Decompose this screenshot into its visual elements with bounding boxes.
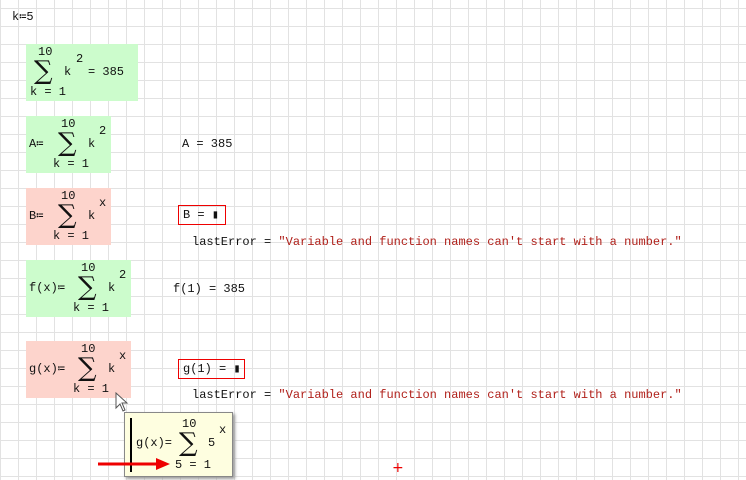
sum-exp: x bbox=[119, 349, 127, 363]
sum-lower: k = 1 bbox=[73, 301, 110, 315]
sum-term: k bbox=[88, 137, 96, 151]
sum-term: k bbox=[88, 209, 96, 223]
sum-term: k bbox=[108, 281, 116, 295]
sigma-icon: ∑ bbox=[58, 200, 77, 230]
sum-lower: 5 = 1 bbox=[175, 458, 212, 472]
last-error-label: lastError = bbox=[192, 388, 279, 402]
sum-upper: 10 bbox=[182, 417, 197, 431]
sum-upper: 10 bbox=[61, 117, 76, 131]
sum-upper: 10 bbox=[38, 45, 53, 59]
sum-exp: 2 bbox=[119, 268, 127, 282]
region-B-def[interactable]: B≔ 10 ∑ k x k = 1 bbox=[26, 188, 111, 245]
sigma-icon: ∑ bbox=[78, 272, 97, 302]
crosshair-icon: + bbox=[392, 460, 404, 476]
last-error-g[interactable]: lastError = "Variable and function names… bbox=[192, 388, 682, 402]
tooltip-preview: g(x)= 10 ∑ 5 x 5 = 1 bbox=[124, 412, 233, 477]
sum-result: = 385 bbox=[88, 65, 125, 79]
lhs: f(x)≔ bbox=[29, 281, 66, 295]
sum-upper: 10 bbox=[81, 261, 96, 275]
cursor-bar bbox=[130, 418, 132, 472]
sum-term: k bbox=[108, 362, 116, 376]
sum-lower: k = 1 bbox=[73, 382, 110, 396]
k-definition[interactable]: k≔5 bbox=[12, 10, 34, 24]
sum-upper: 10 bbox=[81, 342, 96, 356]
last-error-message: "Variable and function names can't start… bbox=[278, 235, 682, 249]
region-sum-eval[interactable]: 10 ∑ k 2 = 385 k = 1 bbox=[26, 44, 138, 101]
red-arrow-icon bbox=[98, 458, 170, 470]
sum-term: 5 bbox=[208, 436, 216, 450]
sum-exp: 2 bbox=[76, 52, 84, 66]
region-g-def[interactable]: g(x)≔ 10 ∑ k x k = 1 bbox=[26, 341, 131, 398]
sum-upper: 10 bbox=[61, 189, 76, 203]
sum-lower: k = 1 bbox=[53, 157, 90, 171]
sum-lower: k = 1 bbox=[30, 85, 67, 99]
mouse-cursor-icon bbox=[115, 392, 129, 412]
lhs: B≔ bbox=[29, 209, 44, 223]
f-eval[interactable]: f(1) = 385 bbox=[173, 282, 246, 296]
B-eval-error[interactable]: B = ▮ bbox=[178, 205, 226, 225]
last-error-message: "Variable and function names can't start… bbox=[278, 388, 682, 402]
lhs: A≔ bbox=[29, 137, 44, 151]
sum-lower: k = 1 bbox=[53, 229, 90, 243]
last-error-B[interactable]: lastError = "Variable and function names… bbox=[192, 235, 682, 249]
sigma-icon: ∑ bbox=[58, 128, 77, 158]
last-error-label: lastError = bbox=[192, 235, 279, 249]
A-eval[interactable]: A = 385 bbox=[182, 137, 233, 151]
sum-exp: 2 bbox=[99, 124, 107, 138]
sum-term: k bbox=[64, 65, 72, 79]
lhs: g(x)= bbox=[136, 436, 173, 450]
sum-exp: x bbox=[219, 423, 227, 437]
g-eval-error[interactable]: g(1) = ▮ bbox=[178, 359, 245, 379]
sigma-icon: ∑ bbox=[78, 353, 97, 383]
sigma-icon: ∑ bbox=[179, 428, 198, 458]
lhs: g(x)≔ bbox=[29, 362, 66, 376]
sigma-icon: ∑ bbox=[34, 56, 53, 86]
sum-exp: x bbox=[99, 196, 107, 210]
region-f-def[interactable]: f(x)≔ 10 ∑ k 2 k = 1 bbox=[26, 260, 131, 317]
region-A-def[interactable]: A≔ 10 ∑ k 2 k = 1 bbox=[26, 116, 111, 173]
